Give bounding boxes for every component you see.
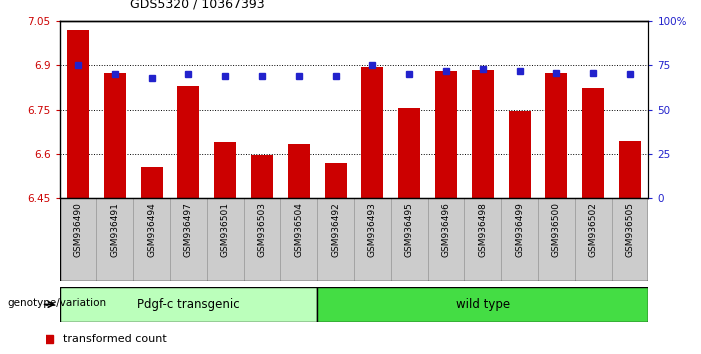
Bar (354, 198, 391, 281)
Text: GSM936504: GSM936504 (294, 202, 304, 257)
Bar (177, 86, 200, 198)
Bar (251, 155, 273, 198)
Text: GSM936492: GSM936492 (331, 202, 340, 257)
Bar (60, 287, 317, 322)
Bar (612, 198, 648, 281)
Bar (398, 108, 420, 198)
Text: GSM936505: GSM936505 (625, 202, 634, 257)
Bar (215, 142, 236, 198)
Text: GSM936499: GSM936499 (515, 202, 524, 257)
Bar (60, 198, 96, 281)
Text: GSM936502: GSM936502 (589, 202, 598, 257)
Text: GSM936491: GSM936491 (110, 202, 119, 257)
Bar (501, 198, 538, 281)
Bar (472, 70, 494, 198)
Bar (317, 287, 648, 322)
Bar (104, 73, 126, 198)
Text: transformed count: transformed count (63, 335, 167, 344)
Text: GSM936497: GSM936497 (184, 202, 193, 257)
Bar (509, 111, 531, 198)
Text: GSM936500: GSM936500 (552, 202, 561, 257)
Text: GDS5320 / 10367393: GDS5320 / 10367393 (130, 0, 265, 11)
Bar (288, 144, 310, 198)
Bar (545, 73, 568, 198)
Text: GSM936493: GSM936493 (368, 202, 377, 257)
Bar (583, 88, 604, 198)
Bar (280, 198, 318, 281)
Text: GSM936498: GSM936498 (478, 202, 487, 257)
Bar (538, 198, 575, 281)
Bar (140, 167, 163, 198)
Text: GSM936494: GSM936494 (147, 202, 156, 257)
Bar (325, 163, 347, 198)
Bar (428, 198, 465, 281)
Bar (619, 141, 641, 198)
Bar (133, 198, 170, 281)
Bar (391, 198, 428, 281)
Bar (67, 30, 89, 198)
Bar (170, 198, 207, 281)
Bar (97, 198, 133, 281)
Bar (465, 198, 501, 281)
Bar (575, 198, 612, 281)
Text: GSM936495: GSM936495 (404, 202, 414, 257)
Text: genotype/variation: genotype/variation (7, 298, 106, 308)
Text: GSM936490: GSM936490 (74, 202, 83, 257)
Text: GSM936503: GSM936503 (257, 202, 266, 257)
Bar (244, 198, 280, 281)
Text: wild type: wild type (456, 298, 510, 311)
Bar (317, 198, 354, 281)
Bar (362, 67, 383, 198)
Text: GSM936501: GSM936501 (221, 202, 230, 257)
Bar (435, 72, 457, 198)
Text: Pdgf-c transgenic: Pdgf-c transgenic (137, 298, 240, 311)
Text: GSM936496: GSM936496 (442, 202, 451, 257)
Bar (207, 198, 244, 281)
